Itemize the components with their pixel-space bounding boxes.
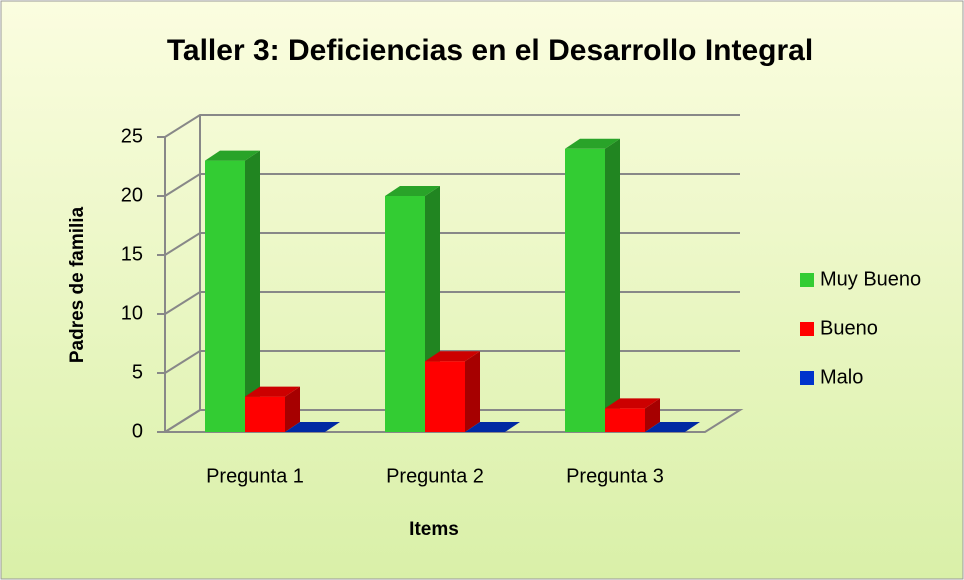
legend-swatch	[800, 322, 814, 336]
y-tick-label: 25	[121, 125, 143, 147]
legend-label: Bueno	[820, 317, 878, 339]
bar	[565, 138, 620, 433]
bar	[465, 422, 520, 432]
bar-side	[285, 386, 300, 432]
legend-swatch	[800, 273, 814, 287]
chart-title: Taller 3: Deficiencias en el Desarrollo …	[167, 34, 813, 67]
bar	[205, 150, 260, 432]
bar	[605, 398, 660, 432]
bar-front	[565, 148, 605, 433]
bar-top	[425, 351, 480, 362]
floor	[161, 409, 744, 433]
y-tick-label: 20	[121, 184, 143, 206]
y-tick-label: 15	[121, 243, 143, 265]
bar-side	[645, 398, 660, 432]
bar-top	[465, 422, 520, 432]
bar	[425, 351, 480, 432]
bar-top	[605, 398, 660, 409]
bar-front	[605, 408, 645, 432]
bar	[645, 422, 700, 432]
bar-top	[285, 422, 340, 432]
legend-swatch	[800, 371, 814, 385]
legend-label: Malo	[820, 366, 863, 388]
y-tick-label: 0	[132, 420, 143, 442]
bar-top	[645, 422, 700, 432]
legend-label: Muy Bueno	[820, 268, 921, 290]
y-tick-label: 5	[132, 361, 143, 383]
bar-side	[605, 138, 620, 433]
bar-side	[245, 150, 260, 432]
bar	[245, 386, 300, 432]
bar-front	[385, 196, 425, 432]
bar-front	[205, 160, 245, 432]
bar	[285, 422, 340, 432]
bar-top	[385, 186, 440, 196]
bar-front	[425, 361, 465, 432]
x-tick-label: Pregunta 1	[206, 465, 304, 487]
bar-side	[465, 351, 480, 432]
x-tick-label: Pregunta 3	[566, 465, 664, 487]
x-axis-label: Items	[409, 519, 459, 540]
y-axis-label: Padres de familia	[67, 206, 88, 363]
bar-top	[205, 150, 260, 161]
bar-top	[565, 138, 620, 149]
x-tick-label: Pregunta 2	[386, 465, 484, 487]
y-tick-label: 10	[121, 302, 143, 324]
bar-top	[245, 386, 300, 397]
bar-front	[245, 396, 285, 432]
